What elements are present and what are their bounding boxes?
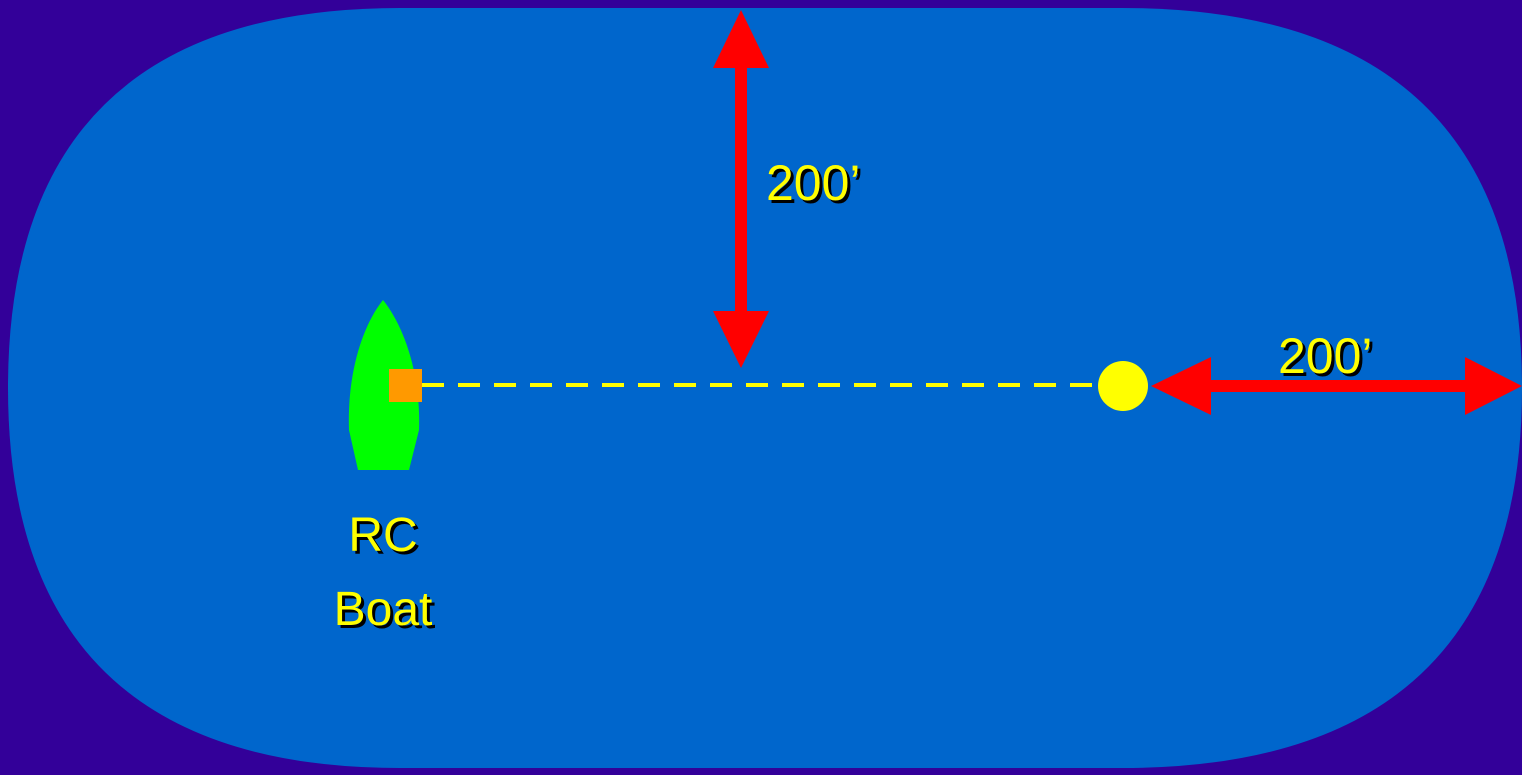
vertical-distance-label: 200’ bbox=[766, 155, 861, 211]
boat-icon bbox=[348, 300, 420, 470]
arrow-head-right bbox=[1465, 357, 1522, 415]
boat-label-boat: Boat bbox=[334, 583, 433, 636]
horizontal-distance-arrow bbox=[1151, 357, 1522, 415]
boat-label-rc: RC bbox=[348, 509, 417, 562]
arrow-head-left bbox=[1151, 357, 1211, 415]
water-area bbox=[8, 8, 1522, 768]
buoy-mark-icon bbox=[1098, 361, 1148, 411]
rc-flag-icon bbox=[389, 369, 422, 402]
vertical-distance-arrow bbox=[713, 10, 769, 368]
arrow-head-up bbox=[713, 10, 769, 68]
arrow-head-down bbox=[713, 311, 769, 368]
horizontal-distance-label: 200’ bbox=[1278, 328, 1373, 384]
